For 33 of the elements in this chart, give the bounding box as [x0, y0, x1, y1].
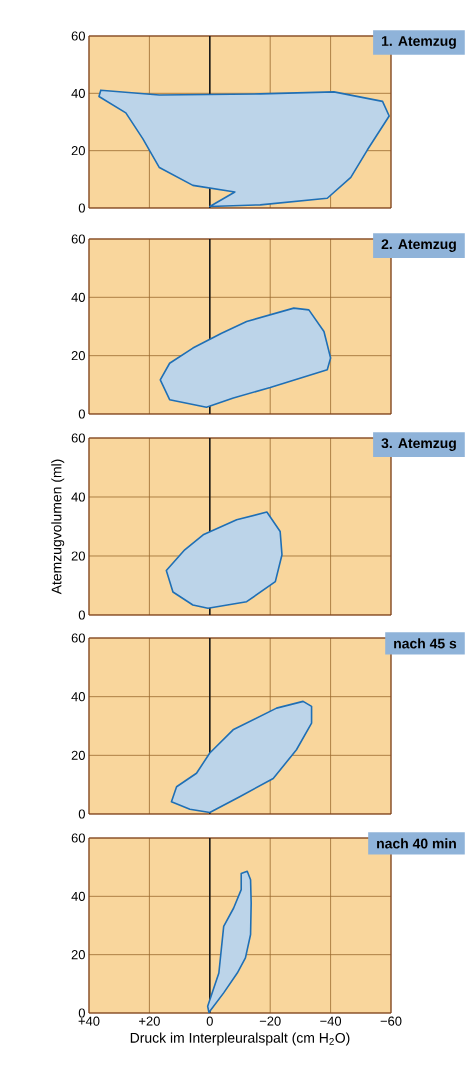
x-tick-label: +40	[78, 1016, 100, 1026]
y-tick-label: 0	[78, 203, 85, 213]
y-axis-title: Atemzugvolumen (ml)	[51, 459, 65, 595]
y-tick-label: 0	[78, 409, 85, 419]
x-tick-label: 0	[206, 1016, 213, 1026]
x-tick-label: −60	[380, 1016, 402, 1026]
y-tick-label: 40	[71, 492, 85, 502]
x-tick-label: −20	[259, 1016, 281, 1026]
y-tick-label: 0	[78, 809, 85, 819]
y-tick-label: 60	[71, 234, 85, 244]
text: 1. Atemzug	[381, 36, 456, 49]
y-tick-label: 40	[71, 88, 85, 98]
chart-title: nach 40 min	[377, 838, 456, 849]
x-tick-label: −40	[320, 1016, 342, 1026]
x-tick-label: +20	[139, 1016, 160, 1026]
chart-title: 3. Atemzug	[381, 438, 456, 451]
y-tick-label: 40	[71, 891, 85, 901]
y-tick-label: 20	[71, 950, 85, 960]
y-tick-label: 20	[71, 750, 85, 760]
y-tick-label: 40	[71, 692, 85, 702]
y-tick-label: 60	[71, 633, 85, 643]
y-tick-label: 20	[71, 146, 85, 156]
y-tick-label: 60	[71, 31, 85, 41]
y-tick-label: 40	[71, 292, 85, 302]
x-axis-title: Druck im Interpleuralspalt (cm H$_{2}$O)	[130, 1032, 350, 1046]
y-tick-label: 20	[71, 551, 85, 561]
text: nach 45 s	[394, 638, 457, 649]
y-tick-label: 60	[71, 833, 85, 843]
y-tick-label: 0	[78, 1008, 85, 1018]
chart-title: 2. Atemzug	[381, 239, 456, 252]
y-tick-label: 0	[78, 610, 85, 620]
y-tick-label: 60	[71, 433, 85, 443]
y-tick-label: 20	[71, 351, 85, 361]
